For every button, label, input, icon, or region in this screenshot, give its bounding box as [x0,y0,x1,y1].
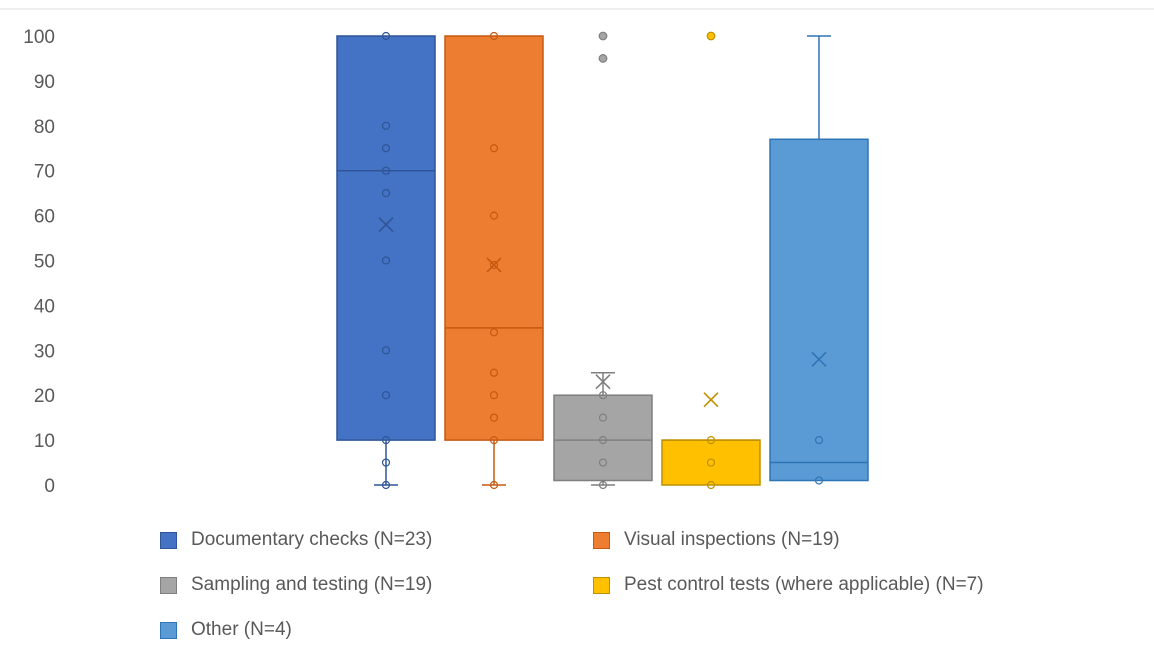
mean-marker [703,392,719,408]
data-point [489,368,499,377]
box-series [336,31,869,490]
box-iqr [553,394,653,482]
box-iqr [769,138,869,482]
data-point [706,436,716,445]
data-point [489,260,499,270]
data-point [381,436,391,445]
y-tick-label: 40 [34,296,55,317]
data-point [489,211,499,220]
data-point [706,458,716,467]
data-point [814,436,824,445]
data-point [381,256,391,265]
outlier-point [598,54,608,63]
data-point [381,121,391,130]
data-point [598,480,608,490]
box-group [336,31,436,490]
data-point [381,458,391,467]
data-point [489,480,499,490]
data-point [381,189,391,198]
data-point [489,413,499,422]
mean-marker [811,351,827,367]
box-group [661,31,761,490]
outlier-point [706,31,716,41]
y-tick-label: 30 [34,341,55,362]
data-point [814,476,824,485]
data-point [598,413,608,422]
data-point [381,166,391,175]
y-tick-label: 100 [23,27,55,48]
data-point [381,480,391,490]
data-point [598,436,608,445]
data-point [489,391,499,400]
data-point [381,346,391,355]
y-tick-label: 50 [34,252,55,273]
y-axis: 0 10 20 30 40 50 60 70 80 90 100 [23,27,55,497]
box-iqr [336,35,436,441]
y-tick-label: 60 [34,207,55,228]
y-tick-label: 0 [44,476,55,497]
y-tick-label: 20 [34,386,55,407]
y-tick-label: 90 [34,72,55,93]
data-point [598,391,608,400]
mean-marker [595,374,611,390]
box-group [769,35,869,485]
box-group [444,31,544,490]
y-tick-label: 80 [34,117,55,138]
mean-marker [486,257,502,273]
data-point [381,391,391,400]
data-point [489,144,499,153]
mean-marker [378,217,394,233]
y-tick-label: 70 [34,162,55,183]
outlier-point [598,31,608,41]
box-group [553,31,653,490]
y-tick-label: 10 [34,431,55,452]
data-point [706,480,716,490]
data-point [489,328,499,337]
box-iqr [661,439,761,486]
data-point [489,436,499,445]
box-iqr [444,35,544,441]
data-point [598,458,608,467]
data-point [381,31,391,41]
data-point [489,31,499,41]
data-point [381,144,391,153]
